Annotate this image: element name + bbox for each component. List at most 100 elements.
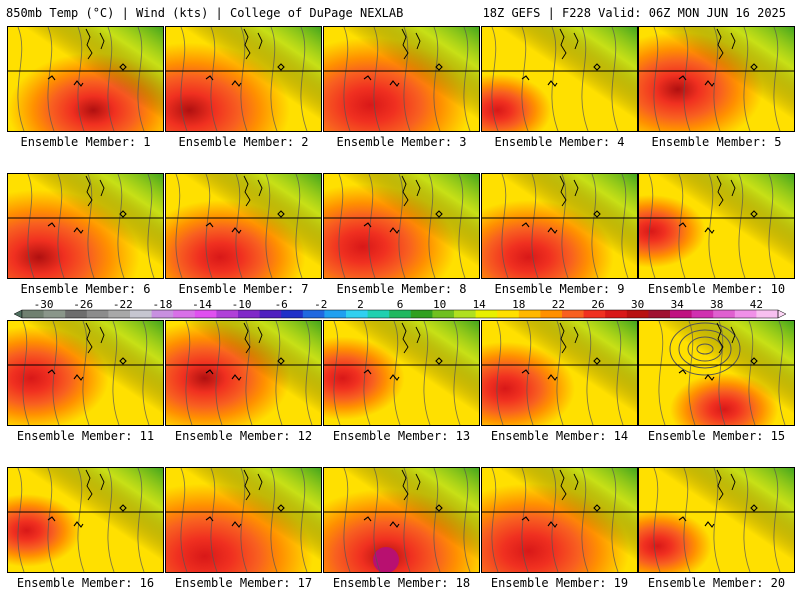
height-contour [398,174,406,278]
height-contour [338,174,346,278]
height-contour [107,27,115,131]
cool-region-shading [482,174,637,278]
colorbar-swatch [216,310,239,318]
ensemble-member-map [481,26,638,132]
colorbar-low-extension [13,309,23,319]
height-contour [265,174,273,278]
height-contour [531,174,539,278]
colorbar-swatch [108,310,131,318]
ensemble-member-map [7,26,164,132]
height-contour [270,468,278,572]
height-contour [52,321,60,425]
lake-outlines [678,63,758,87]
height-contour [205,174,213,278]
cool-region-shading [324,27,479,131]
ensemble-member-label: Ensemble Member: 1 [20,135,151,149]
ensemble-member-label: Ensemble Member: 5 [651,135,782,149]
height-contour [137,468,145,572]
ensemble-member-label: Ensemble Member: 18 [332,576,471,590]
height-contour [521,468,529,572]
colorbar-swatch [281,310,304,318]
colorbar-swatch [389,310,412,318]
lake-outlines [205,504,285,528]
height-contour [423,321,431,425]
height-contour [491,27,499,131]
ensemble-member-map [481,467,638,573]
colorbar-swatch [324,310,347,318]
ensemble-member-label: Ensemble Member: 20 [647,576,786,590]
colorbar-swatch [22,310,45,318]
colorbar-swatch [410,310,433,318]
lake-outlines [205,357,285,381]
height-contour [743,468,751,572]
height-contour [77,27,85,131]
height-contour [210,468,218,572]
ensemble-member-map [165,173,322,279]
ensemble-member-label: Ensemble Member: 7 [178,282,309,296]
height-contour [373,27,381,131]
height-contour [778,321,786,425]
colorbar-swatch [432,310,455,318]
height-contour [526,321,534,425]
height-contour [773,27,781,131]
coastline [85,175,105,207]
colorbar-swatch [648,310,671,318]
height-contour [363,321,371,425]
lake-outlines [47,210,127,234]
ensemble-member-label: Ensemble Member: 9 [494,282,625,296]
colorbar-swatch [43,310,66,318]
height-contour [57,174,65,278]
ensemble-member-label: Ensemble Member: 2 [178,135,309,149]
height-contour [142,321,150,425]
cool-region-shading [8,174,163,278]
coastline [401,469,421,501]
ensemble-member-label: Ensemble Member: 13 [332,429,471,443]
colorbar-swatch [173,310,196,318]
height-contour [648,174,656,278]
closed-contour [669,322,741,376]
height-contour [773,468,781,572]
height-contour [743,27,751,131]
ensemble-member-map [323,320,480,426]
cool-region-shading [482,468,637,572]
coastline [559,322,579,354]
closed-contour [678,329,732,369]
colorbar-tick-label: 22 [552,300,565,311]
colorbar-swatch [302,310,325,318]
coastline [559,175,579,207]
height-contour [683,27,691,131]
height-contour [343,468,351,572]
cool-region-shading [639,468,794,572]
colorbar-tick-label: 18 [512,300,525,311]
height-contour [748,321,756,425]
height-contour [658,321,666,425]
coastline [243,322,263,354]
cool-region-shading [8,27,163,131]
lake-outlines [363,357,443,381]
height-contour [551,468,559,572]
cool-region-shading [324,174,479,278]
ensemble-member-label: Ensemble Member: 8 [336,282,467,296]
height-contour [180,27,188,131]
colorbar-swatch [194,310,217,318]
lake-outlines [521,210,601,234]
height-contour [215,321,223,425]
height-contour [586,321,594,425]
coastline [85,322,105,354]
height-contour [270,27,278,131]
colorbar-swatch [346,310,369,318]
coastline [85,28,105,60]
cool-region-shading [324,468,479,572]
height-contour [463,468,471,572]
coastline [401,175,421,207]
colorbar-frame [21,309,779,319]
height-contour [137,27,145,131]
colorbar-swatch [259,310,282,318]
height-contour [245,321,253,425]
height-contour [300,468,308,572]
ensemble-member-label: Ensemble Member: 6 [20,282,151,296]
extreme-heat-core [373,547,399,572]
height-contour [768,174,776,278]
height-contour [87,174,95,278]
colorbar-tick-label: -6 [275,300,288,311]
